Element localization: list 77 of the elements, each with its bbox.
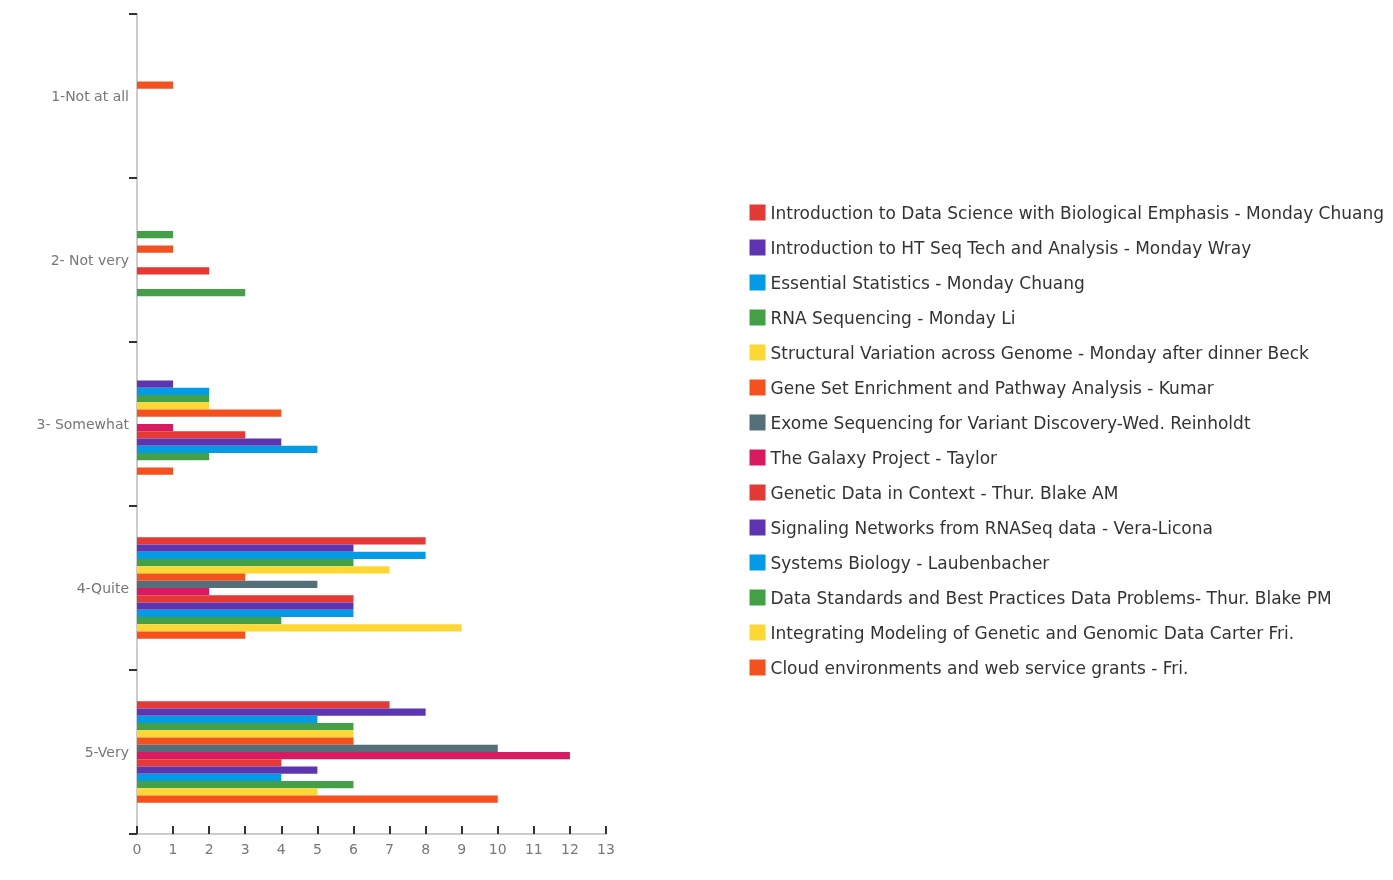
x-tick-label: 13	[597, 841, 615, 857]
bar	[137, 595, 354, 603]
legend-label: Data Standards and Best Practices Data Problems- Thur. Blake PM	[770, 587, 1332, 608]
bar	[137, 715, 318, 723]
legend-label: Systems Biology - Laubenbacher	[770, 552, 1050, 573]
legend-label: Introduction to HT Seq Tech and Analysis - Monday Wray	[770, 237, 1252, 258]
legend-label: Genetic Data in Context - Thur. Blake AM	[770, 482, 1119, 503]
y-tick-label: 3- Somewhat	[36, 416, 130, 432]
x-tick-label: 12	[561, 841, 579, 857]
x-tick-label: 4	[276, 841, 286, 857]
y-tick-label: 4-Quite	[76, 580, 129, 596]
bar	[137, 609, 354, 618]
x-tick-label: 2	[204, 841, 214, 857]
bar	[137, 752, 570, 760]
bar	[137, 409, 282, 417]
bar	[137, 631, 246, 639]
x-tick-label: 3	[240, 841, 250, 857]
bar	[137, 781, 354, 789]
bar	[137, 730, 354, 738]
bar	[137, 245, 174, 253]
bar	[137, 722, 354, 731]
bar	[137, 445, 318, 454]
bar	[137, 701, 390, 709]
bar	[137, 788, 318, 796]
bar	[137, 617, 282, 625]
bar	[137, 544, 354, 552]
x-tick-label: 0	[132, 841, 142, 857]
y-tick-label: 5-Very	[84, 744, 129, 760]
bar	[137, 394, 210, 403]
bar	[137, 558, 354, 567]
x-tick-label: 7	[385, 841, 394, 857]
legend-label: Exome Sequencing for Variant Discovery-Wed. Reinholdt	[770, 412, 1251, 433]
bar	[137, 566, 390, 574]
bar	[137, 588, 210, 596]
legend-label: Introduction to Data Science with Biological Emphasis - Monday Chuang	[770, 202, 1385, 223]
y-tick-label: 1-Not at all	[51, 88, 129, 104]
bar	[137, 81, 174, 89]
bar	[137, 708, 426, 716]
x-tick-label: 5	[312, 841, 322, 857]
bar	[137, 438, 282, 446]
x-tick-label: 8	[421, 841, 431, 857]
bar	[137, 602, 354, 610]
bar	[137, 766, 318, 774]
legend-label: Cloud environments and web service grants - Fri.	[770, 657, 1189, 678]
bar	[137, 737, 354, 745]
bar	[137, 267, 210, 275]
legend-label: The Galaxy Project - Taylor	[769, 447, 998, 468]
bar	[137, 431, 246, 439]
x-tick-label: 10	[488, 841, 507, 857]
bar	[137, 551, 426, 559]
bar	[137, 387, 210, 395]
bar	[137, 424, 174, 432]
bar	[137, 580, 318, 588]
bar	[137, 467, 174, 475]
bar	[137, 537, 426, 545]
bar	[137, 624, 462, 632]
bar	[137, 744, 498, 752]
bar	[137, 402, 210, 410]
legend-label: Essential Statistics - Monday Chuang	[770, 272, 1085, 293]
x-tick-label: 6	[349, 841, 358, 857]
legend-label: RNA Sequencing - Monday Li	[770, 307, 1016, 328]
bar	[137, 773, 282, 782]
bar	[137, 230, 174, 239]
bar	[137, 380, 174, 388]
y-tick-label: 2- Not very	[50, 252, 129, 268]
legend-label: Signaling Networks from RNASeq data - Vera-Licona	[770, 517, 1213, 538]
bar	[137, 453, 210, 461]
legend-label: Integrating Modeling of Genetic and Genomic Data Carter Fri.	[770, 622, 1295, 643]
bar	[137, 795, 498, 803]
bar	[137, 573, 246, 581]
x-tick-label: 11	[524, 841, 543, 857]
legend-label: Gene Set Enrichment and Pathway Analysis - Kumar	[770, 377, 1214, 398]
x-tick-label: 9	[457, 841, 467, 857]
x-tick-label: 1	[168, 841, 178, 857]
bar	[137, 759, 282, 767]
legend-label: Structural Variation across Genome - Monday after dinner Beck	[770, 342, 1310, 363]
bar	[137, 289, 246, 297]
